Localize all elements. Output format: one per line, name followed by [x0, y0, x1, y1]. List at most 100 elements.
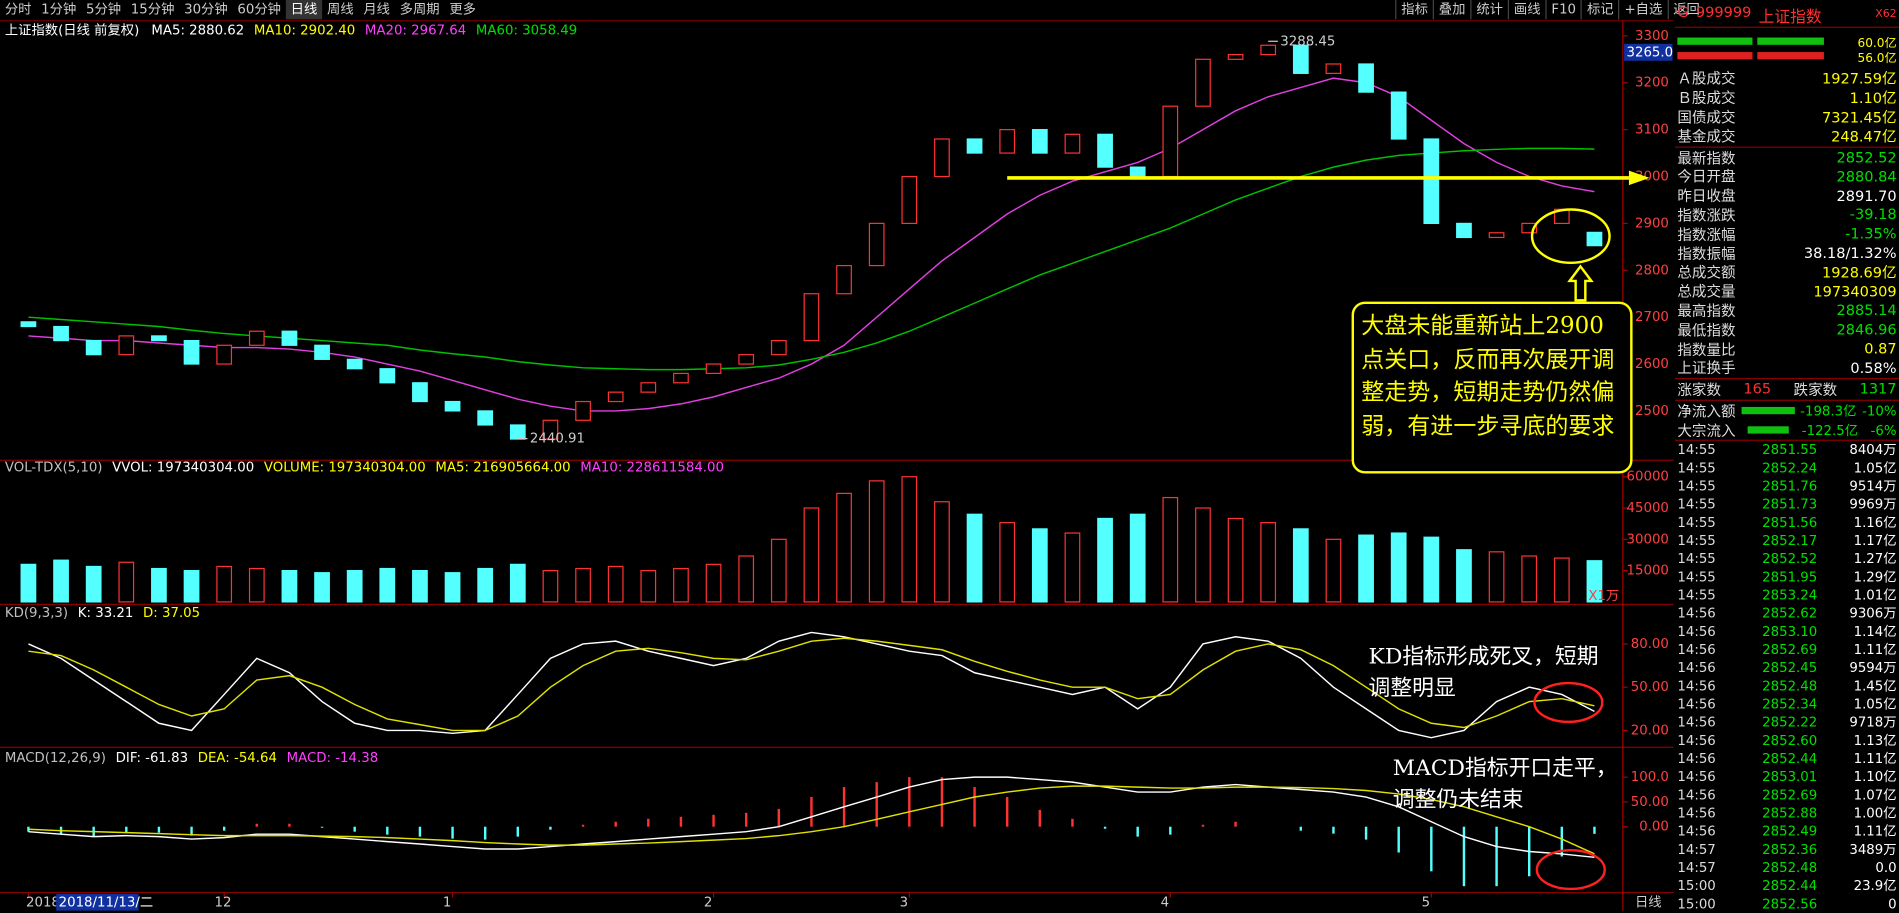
stat-label: 最低指数: [1677, 321, 1736, 339]
indicator-label: D: 37.05: [143, 606, 200, 621]
tick-volume: 9969万: [1849, 496, 1897, 513]
period-tab[interactable]: 15分钟: [130, 1, 175, 17]
volume-bar: [85, 565, 102, 603]
volume-bar: [248, 567, 265, 603]
period-tab[interactable]: 30分钟: [184, 1, 228, 17]
date-cursor-box: [56, 893, 139, 911]
flow-bar: [1748, 426, 1790, 434]
flow-bar: [1741, 406, 1795, 415]
tool-button[interactable]: 叠加: [1432, 0, 1471, 20]
volume-bar: [1031, 528, 1048, 603]
quote-panel: G 999999 上证指数 X62 60.0亿 56.0亿 Ａ股成交 1927.59亿 Ｂ股成交…: [1674, 0, 1899, 912]
y-tick-label: 0.00: [1639, 820, 1669, 835]
header-left: G 999999 上证指数: [1677, 3, 1821, 26]
unit-label: X1万: [1588, 589, 1619, 604]
period-tab[interactable]: 更多: [449, 1, 476, 17]
period-tab[interactable]: 5分钟: [85, 1, 122, 17]
volume-bar: [640, 570, 657, 603]
y-tick-label: 15000: [1627, 564, 1669, 579]
candle: [999, 129, 1016, 154]
volume-bar: [53, 559, 69, 603]
flow-label: 大宗流入: [1677, 422, 1736, 440]
turnover-row: 基金成交 248.47亿: [1677, 126, 1896, 145]
volume-bar: [509, 563, 526, 603]
tool-button[interactable]: 标记: [1580, 0, 1619, 20]
tick-price: 2852.56: [1762, 895, 1818, 912]
trade-tick-row: 14:56 2852.69 1.07亿: [1677, 785, 1896, 804]
trade-tick-row: 14:56 2852.88 1.00亿: [1677, 803, 1896, 822]
period-tab[interactable]: 1分钟: [41, 1, 77, 17]
stat-label: 总成交量: [1677, 283, 1736, 301]
tick-time: 14:55: [1677, 568, 1716, 585]
tool-button[interactable]: 统计: [1470, 0, 1508, 20]
trade-tick-row: 14:56 2852.49 1.11亿: [1677, 821, 1896, 840]
period-tab[interactable]: 多周期: [399, 1, 440, 17]
period-tab[interactable]: 60分钟: [237, 1, 281, 17]
bar-segment: [1677, 37, 1753, 45]
tick-time: 14:55: [1677, 477, 1716, 494]
stat-label: 总成交额: [1677, 264, 1736, 282]
highlight-ellipse: [1530, 208, 1611, 265]
volume-bar: [412, 570, 428, 603]
tick-price: 2852.22: [1762, 713, 1818, 730]
candle: [1358, 63, 1374, 93]
period-tab[interactable]: 月线: [363, 1, 390, 17]
annotation-box: [1351, 301, 1633, 474]
volume-bar: [151, 567, 167, 603]
period-toolbar: 分时 1分钟 5分钟 15分钟 30分钟 60分钟 日线 周线 月线 多周期 更多: [0, 0, 481, 20]
tick-price: 2852.17: [1762, 532, 1818, 549]
tick-price: 2851.55: [1762, 441, 1818, 458]
candle: [738, 354, 755, 365]
tool-button[interactable]: 画线: [1507, 0, 1546, 20]
tick-time: 14:55: [1677, 495, 1716, 512]
volume-bar: [444, 572, 461, 603]
breadth-down: 1317: [1859, 380, 1897, 398]
tool-button[interactable]: 返回: [1667, 0, 1705, 20]
tick-time: 14:55: [1677, 550, 1716, 567]
candle: [934, 138, 950, 178]
x-tick-label: 3: [900, 895, 908, 910]
volume-bar: [1521, 555, 1538, 603]
tick-price: 2853.01: [1762, 768, 1818, 785]
volume-bar: [1195, 507, 1211, 603]
indicator-label: DEA: -54.64: [198, 751, 277, 766]
tool-button[interactable]: +自选: [1618, 0, 1667, 20]
section-divider: [1674, 146, 1899, 148]
tick-time: 14:56: [1677, 677, 1716, 694]
date-cursor-label: 2018/11/13/二: [59, 895, 154, 910]
indicator-label: KD(9,3,3): [5, 606, 68, 621]
candle: [966, 138, 983, 154]
candle: [118, 335, 135, 356]
highlight-ellipse: [1535, 848, 1606, 891]
bar-graphic: [1677, 37, 1824, 45]
trade-tick-row: 14:55 2853.24 1.01亿: [1677, 585, 1896, 604]
volume-bar: [1325, 538, 1342, 603]
period-tab[interactable]: 日线: [285, 0, 323, 20]
tool-button[interactable]: 指标: [1395, 0, 1433, 20]
tool-button[interactable]: F10: [1545, 0, 1581, 20]
tick-volume: 3489万: [1849, 841, 1897, 858]
cursor-value-box: [1624, 43, 1673, 61]
y-tick-label: 2800: [1635, 263, 1669, 278]
period-tab[interactable]: 分时: [4, 1, 32, 17]
stat-value: -1.35%: [1845, 225, 1897, 243]
y-tick-label: 30000: [1627, 532, 1669, 547]
indicator-label: MA5: 216905664.00: [435, 460, 570, 475]
tick-time: 14:56: [1677, 822, 1716, 839]
tick-time: 14:55: [1677, 586, 1716, 603]
candle: [412, 382, 428, 403]
annotation-note: KD指标形成死叉，短期调整明显: [1368, 644, 1599, 702]
indicator-label: MA5: 2880.62: [151, 23, 244, 38]
trade-tick-row: 14:57 2852.48 0.0: [1677, 857, 1896, 876]
trade-tick-row: 14:55 2852.24 1.05亿: [1677, 458, 1896, 477]
trade-tick-row: 14:57 2852.36 3489万: [1677, 839, 1896, 858]
volume-bar: [1456, 549, 1472, 603]
trade-tick-row: 14:55 2851.76 9514万: [1677, 476, 1896, 495]
tick-price: 2852.45: [1762, 659, 1818, 676]
indicator-label: DIF: -61.83: [116, 751, 188, 766]
tick-volume: 1.45亿: [1853, 678, 1897, 694]
indicator-line: [28, 631, 1595, 739]
indicator-line: [28, 785, 1595, 855]
period-tab[interactable]: 周线: [326, 1, 354, 17]
indicator-label: VVOL: 197340304.00: [112, 460, 254, 475]
